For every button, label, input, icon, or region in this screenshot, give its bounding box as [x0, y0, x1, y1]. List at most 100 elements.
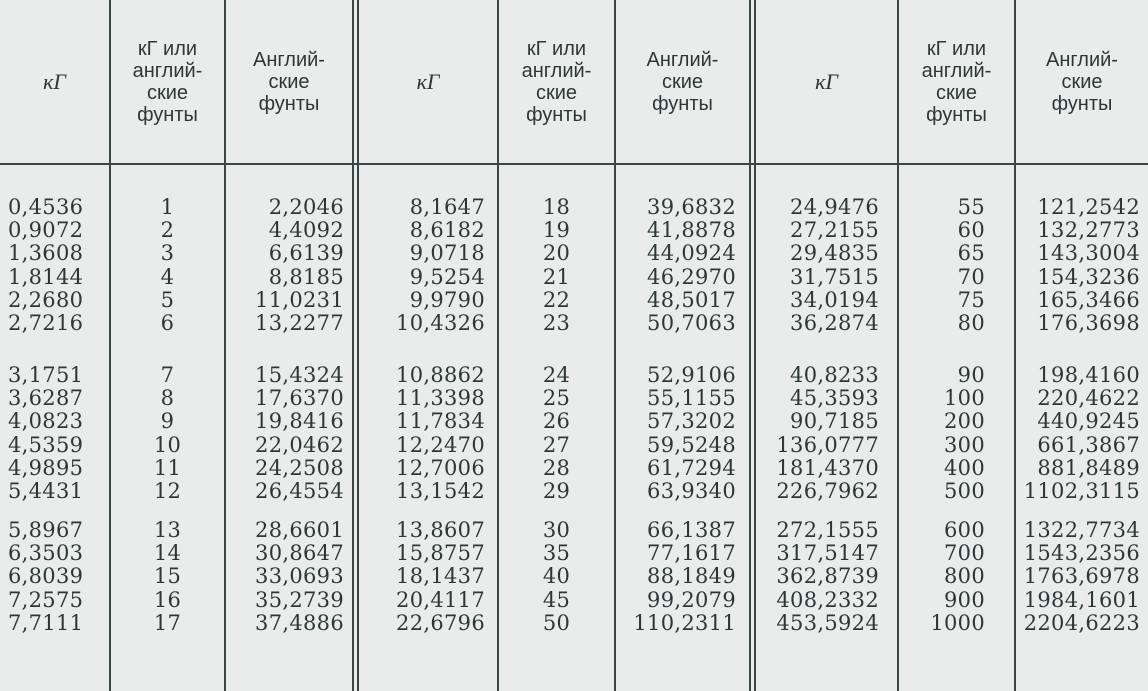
- table-cell: 7,7111: [8, 610, 84, 635]
- table-cell: 9: [160, 409, 175, 434]
- table-cell: 317,5147: [776, 541, 879, 566]
- table-cell: 1543,2356: [1023, 541, 1140, 566]
- table-cell: 80: [957, 311, 985, 335]
- table-cell: 0,9072: [8, 218, 84, 243]
- table-cell: 66,1387: [647, 518, 736, 542]
- table-cell: 4,4092: [268, 218, 344, 243]
- table-cell: 1: [160, 195, 175, 219]
- table-cell: 24,2508: [255, 455, 344, 480]
- table-cell: 6,3503: [8, 541, 84, 566]
- table-cell: 5: [160, 287, 175, 312]
- table-cell: 35: [542, 541, 571, 566]
- column-divider: [1014, 0, 1016, 691]
- table-cell: 45: [542, 587, 571, 612]
- table-cell: 14: [153, 541, 182, 566]
- table-cell: 10,8862: [396, 363, 485, 387]
- table-cell: 60: [957, 218, 985, 243]
- table-cell: 13,1542: [396, 479, 485, 503]
- table-cell: 29: [542, 479, 571, 503]
- table-cell: 154,3236: [1037, 264, 1140, 289]
- table-cell: 41,8878: [647, 218, 736, 243]
- header-kg: кГ: [815, 68, 838, 94]
- table-cell: 35,2739: [255, 587, 344, 612]
- table-cell: 13,8607: [396, 518, 485, 542]
- table-cell: 31,7515: [790, 264, 879, 289]
- table-cell: 30,8647: [255, 541, 344, 566]
- table-cell: 4: [160, 264, 175, 289]
- column-divider: [749, 0, 751, 691]
- table-cell: 24: [542, 363, 571, 387]
- table-cell: 55: [957, 195, 985, 219]
- table-cell: 453,5924: [776, 610, 879, 635]
- table-cell: 2,7216: [8, 311, 84, 335]
- header-lb: Англий- ские фунты: [253, 48, 325, 115]
- column-divider: [614, 0, 616, 691]
- table-cell: 0,4536: [8, 195, 84, 219]
- table-cell: 61,7294: [647, 455, 736, 480]
- table-cell: 8,8185: [268, 264, 344, 289]
- table-cell: 57,3202: [647, 409, 736, 434]
- column-divider: [897, 0, 899, 691]
- table-cell: 11: [153, 455, 182, 480]
- table-cell: 400: [944, 455, 985, 480]
- table-cell: 25: [542, 386, 571, 411]
- table-cell: 121,2542: [1037, 195, 1140, 219]
- table-cell: 10,4326: [396, 311, 485, 335]
- header-lb: Англий- ские фунты: [1046, 48, 1118, 115]
- table-cell: 40,8233: [790, 363, 879, 387]
- table-cell: 17: [153, 610, 182, 635]
- table-cell: 11,7834: [396, 409, 485, 434]
- table-cell: 181,4370: [776, 455, 879, 480]
- table-cell: 16: [153, 587, 182, 612]
- table-cell: 33,0693: [255, 564, 344, 589]
- table-cell: 7,2575: [8, 587, 84, 612]
- table-cell: 9,0718: [409, 241, 485, 266]
- table-cell: 50: [542, 610, 571, 635]
- table-cell: 6: [160, 311, 175, 335]
- table-cell: 18: [542, 195, 571, 219]
- table-cell: 19: [542, 218, 571, 243]
- table-cell: 88,1849: [647, 564, 736, 589]
- table-cell: 11,0231: [255, 287, 344, 312]
- table-cell: 110,2311: [633, 610, 736, 635]
- table-cell: 9,9790: [409, 287, 485, 312]
- table-cell: 48,5017: [647, 287, 736, 312]
- header-kg: кГ: [43, 68, 66, 94]
- table-cell: 36,2874: [790, 311, 879, 335]
- table-cell: 22,6796: [396, 610, 485, 635]
- table-cell: 4,9895: [8, 455, 84, 480]
- table-cell: 500: [944, 479, 985, 503]
- table-cell: 5,8967: [8, 518, 84, 542]
- table-cell: 40: [542, 564, 571, 589]
- table-cell: 165,3466: [1037, 287, 1140, 312]
- table-cell: 45,3593: [790, 386, 879, 411]
- table-cell: 132,2773: [1037, 218, 1140, 243]
- table-cell: 200: [944, 409, 985, 434]
- table-cell: 46,2970: [647, 264, 736, 289]
- table-cell: 1322,7734: [1023, 518, 1140, 542]
- table-cell: 8,6182: [409, 218, 485, 243]
- table-cell: 55,1155: [647, 386, 736, 411]
- table-cell: 15,8757: [396, 541, 485, 566]
- table-cell: 8: [160, 386, 175, 411]
- table-cell: 50,7063: [647, 311, 736, 335]
- table-cell: 136,0777: [776, 432, 879, 457]
- table-cell: 2: [160, 218, 175, 243]
- table-cell: 661,3867: [1037, 432, 1140, 457]
- table-cell: 30: [542, 518, 571, 542]
- table-cell: 18,1437: [396, 564, 485, 589]
- table-cell: 21: [542, 264, 571, 289]
- table-cell: 5,4431: [8, 479, 84, 503]
- table-cell: 220,4622: [1037, 386, 1140, 411]
- table-cell: 9,5254: [409, 264, 485, 289]
- header-kg-or-lb: кГ или англий- ские фунты: [921, 37, 992, 126]
- table-cell: 12,7006: [396, 455, 485, 480]
- table-cell: 23: [542, 311, 571, 335]
- table-cell: 27: [542, 432, 571, 457]
- table-cell: 26: [542, 409, 571, 434]
- table-cell: 6,6139: [268, 241, 344, 266]
- column-divider: [754, 0, 756, 691]
- column-divider: [497, 0, 499, 691]
- table-cell: 37,4886: [255, 610, 344, 635]
- table-cell: 15,4324: [255, 363, 344, 387]
